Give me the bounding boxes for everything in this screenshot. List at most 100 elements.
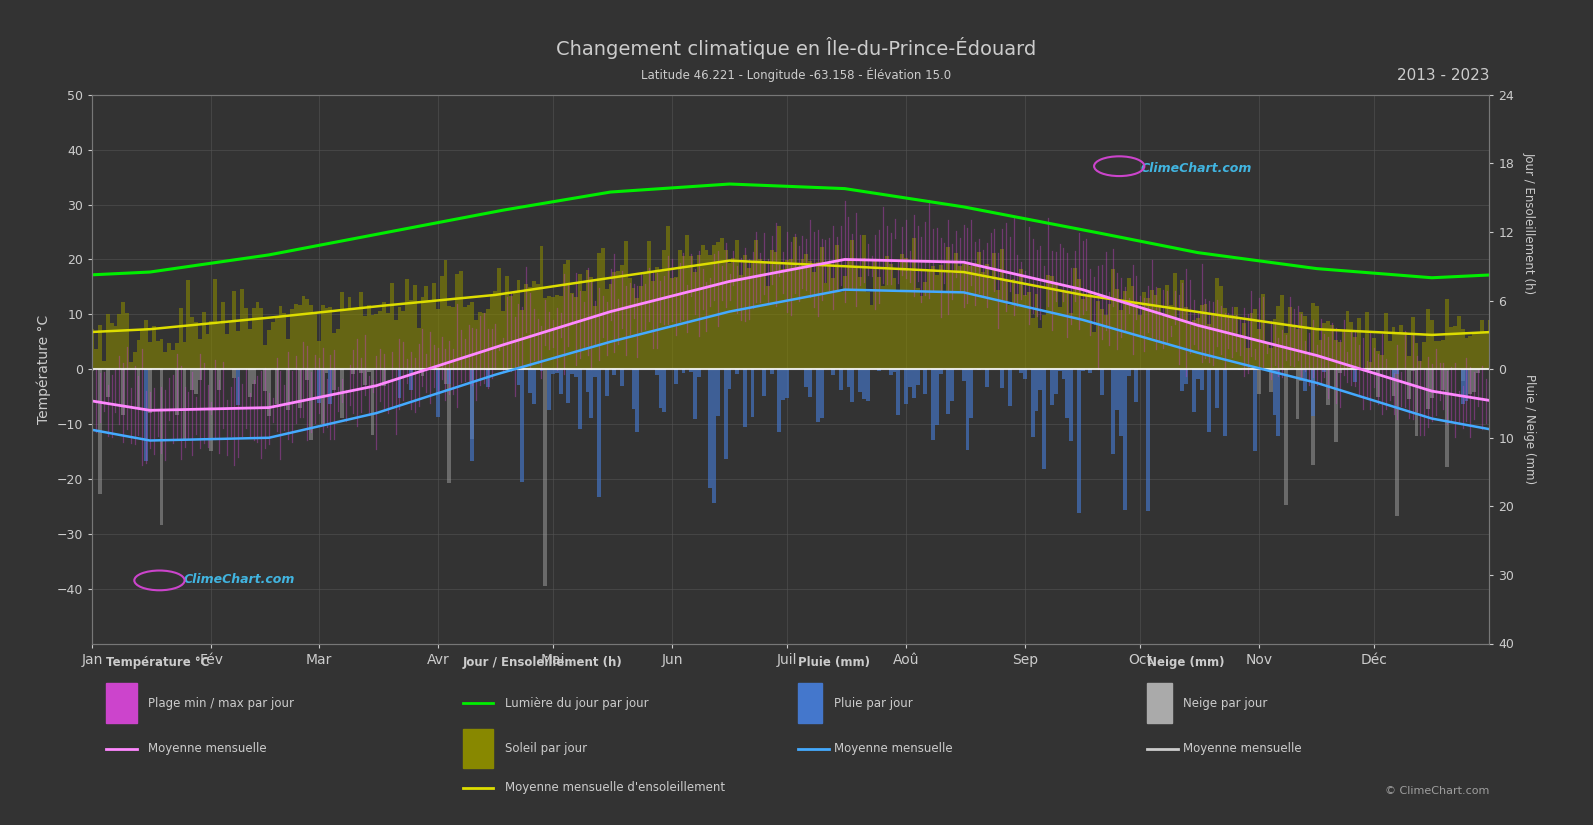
Bar: [1477, 370, 1480, 373]
Bar: [405, 279, 409, 370]
Bar: [1192, 320, 1196, 370]
Bar: [639, 285, 644, 370]
Bar: [1115, 370, 1118, 410]
Bar: [236, 370, 241, 405]
Bar: [145, 370, 148, 461]
Bar: [690, 256, 693, 370]
Text: Latitude 46.221 - Longitude -63.158 - Élévation 15.0: Latitude 46.221 - Longitude -63.158 - Él…: [642, 68, 951, 82]
Bar: [1268, 347, 1273, 370]
Bar: [1327, 370, 1330, 405]
Bar: [145, 320, 148, 370]
Text: ClimeChart.com: ClimeChart.com: [1141, 162, 1252, 175]
Bar: [205, 333, 209, 370]
Bar: [984, 370, 989, 388]
Bar: [636, 298, 639, 370]
Bar: [573, 370, 578, 376]
Bar: [344, 310, 347, 370]
Bar: [1020, 269, 1023, 370]
Bar: [1077, 370, 1080, 513]
Bar: [578, 370, 581, 430]
Bar: [804, 254, 808, 370]
Bar: [464, 307, 467, 370]
Bar: [1357, 318, 1360, 370]
Bar: [1395, 370, 1399, 375]
Bar: [851, 370, 854, 403]
Bar: [236, 332, 241, 370]
Bar: [677, 250, 682, 370]
Bar: [1145, 298, 1150, 370]
Bar: [977, 252, 981, 370]
Bar: [655, 370, 658, 375]
Bar: [962, 264, 965, 370]
Bar: [647, 242, 652, 370]
Bar: [1074, 267, 1077, 370]
Bar: [593, 306, 597, 370]
Bar: [290, 309, 293, 370]
Bar: [478, 312, 483, 370]
Bar: [1061, 370, 1066, 380]
Bar: [140, 329, 145, 370]
Bar: [374, 314, 378, 370]
Bar: [401, 311, 405, 370]
Bar: [1012, 280, 1015, 370]
Bar: [1333, 370, 1338, 442]
Bar: [1281, 295, 1284, 370]
Bar: [432, 282, 436, 370]
Bar: [263, 345, 268, 370]
Bar: [889, 264, 892, 370]
Bar: [554, 370, 559, 373]
Bar: [900, 254, 905, 370]
Bar: [456, 274, 459, 370]
Bar: [832, 370, 835, 375]
Bar: [159, 370, 164, 525]
Bar: [824, 283, 827, 370]
Bar: [1249, 313, 1254, 370]
Bar: [551, 297, 554, 370]
Bar: [470, 370, 475, 439]
Bar: [785, 260, 789, 370]
Bar: [846, 370, 851, 388]
Bar: [268, 330, 271, 370]
Text: Moyenne mensuelle d'ensoleillement: Moyenne mensuelle d'ensoleillement: [505, 781, 725, 794]
Bar: [1066, 292, 1069, 370]
Bar: [366, 305, 371, 370]
Bar: [1118, 370, 1123, 436]
Bar: [597, 253, 601, 370]
Bar: [1488, 319, 1491, 370]
Text: Lumière du jour par jour: Lumière du jour par jour: [505, 696, 648, 710]
Bar: [1188, 322, 1192, 370]
Bar: [113, 327, 118, 370]
Bar: [1023, 370, 1027, 380]
Bar: [339, 370, 344, 418]
Bar: [497, 268, 502, 370]
Bar: [1349, 322, 1352, 370]
Bar: [573, 297, 578, 370]
Bar: [1134, 302, 1139, 370]
Bar: [1314, 305, 1319, 370]
Bar: [1172, 273, 1177, 370]
Bar: [989, 279, 992, 370]
Text: Pluie / Neige (mm): Pluie / Neige (mm): [1523, 374, 1536, 484]
Bar: [1445, 370, 1450, 467]
Bar: [658, 370, 663, 408]
Bar: [1147, 683, 1172, 723]
Bar: [1322, 323, 1327, 370]
Bar: [393, 320, 398, 370]
Bar: [1407, 370, 1411, 399]
Bar: [132, 351, 137, 370]
Bar: [736, 240, 739, 370]
Bar: [325, 308, 328, 370]
Bar: [467, 304, 470, 370]
Bar: [167, 343, 170, 370]
Bar: [443, 370, 448, 384]
Bar: [930, 266, 935, 370]
Bar: [1368, 361, 1373, 370]
Bar: [358, 370, 363, 373]
Bar: [1276, 370, 1281, 436]
Bar: [462, 729, 494, 768]
Bar: [1308, 355, 1311, 370]
Bar: [1215, 370, 1219, 408]
Bar: [1115, 289, 1118, 370]
Bar: [1472, 334, 1477, 370]
Bar: [421, 370, 424, 376]
